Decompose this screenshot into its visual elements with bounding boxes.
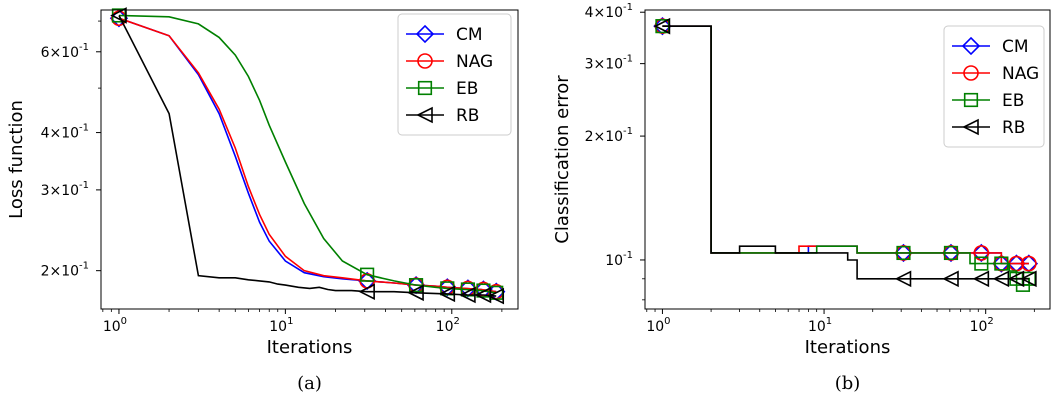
series-line-nag	[118, 17, 497, 293]
y-tick-label: 4×10-1	[41, 123, 89, 142]
y-tick-label: 3×10-1	[585, 54, 633, 73]
series-markers-rb	[110, 7, 505, 305]
legend-label-rb: RB	[456, 106, 479, 126]
panel-caption: (a)	[297, 373, 322, 394]
legend-entry-nag: NAG	[952, 64, 1039, 84]
legend-entry-cm: CM	[952, 36, 1029, 57]
x-axis-label: Iterations	[267, 337, 353, 358]
axes-frame	[644, 9, 1051, 310]
series-group	[109, 7, 506, 305]
legend-label-cm: CM	[456, 25, 483, 45]
legend-label-rb: RB	[1002, 118, 1025, 138]
marker-cm	[972, 243, 991, 263]
marker-cm	[894, 243, 913, 263]
marker-rb	[110, 7, 127, 24]
legend: CM NAG EB RB	[943, 25, 1045, 148]
y-axis-ticks: 2×10-1 3×10-1 4×10-1 6×10-1	[41, 42, 101, 280]
legend-marker-eb	[963, 92, 979, 108]
legend-label-eb: EB	[456, 79, 478, 99]
legend-box	[397, 13, 512, 136]
x-tick-label: 102	[436, 316, 460, 335]
legend-label-cm: CM	[1002, 37, 1029, 57]
chart-panel-a: 100 101 102 2×10-1 3×10-1 4×10-1 6×10-1 Iterati…	[6, 7, 519, 394]
x-axis-ticks: 100 101 102	[646, 309, 994, 335]
series-line-rb	[662, 25, 1029, 280]
legend-marker-nag	[963, 65, 979, 81]
legend-entry-rb: RB	[406, 106, 479, 126]
y-tick-label: 2×10-1	[41, 261, 89, 280]
legend-label-nag: NAG	[456, 52, 493, 72]
marker-rb	[653, 17, 671, 35]
y-axis-ticks: 10-1 2×10-1 3×10-1 4×10-1	[585, 2, 645, 269]
y-axis-label: Loss function	[6, 100, 27, 219]
x-tick-label: 102	[970, 316, 994, 335]
legend-entry-eb: EB	[952, 91, 1024, 111]
series-markers-rb	[653, 17, 1037, 288]
marker-cm	[941, 243, 961, 263]
legend: CM NAG EB RB	[397, 13, 512, 136]
marker-eb	[408, 278, 424, 293]
series-line-eb	[118, 14, 497, 294]
marker-cm	[653, 16, 672, 36]
x-tick-label: 101	[808, 316, 832, 335]
legend-marker-eb	[417, 80, 433, 96]
y-tick-label: 2×10-1	[585, 126, 633, 145]
legend-marker-cm	[961, 36, 981, 56]
chart-panel-b: 100 101 102 10-1 2×10-1 3×10-1 4×10-1 Iteration…	[552, 2, 1051, 394]
legend-label-eb: EB	[1002, 91, 1024, 111]
marker-rb	[972, 270, 990, 288]
marker-eb	[943, 245, 959, 261]
marker-eb	[974, 256, 989, 271]
marker-rb	[438, 285, 456, 303]
x-tick-label: 100	[646, 316, 670, 335]
series-line-rb	[118, 15, 497, 297]
marker-eb	[896, 245, 911, 261]
marker-rb	[487, 287, 505, 305]
y-tick-label: 10-1	[605, 250, 633, 269]
legend-entry-nag: NAG	[406, 52, 493, 72]
x-axis-label: Iterations	[805, 337, 891, 358]
y-tick-label: 3×10-1	[41, 180, 89, 199]
marker-eb	[360, 267, 375, 282]
marker-nag	[973, 245, 990, 261]
series-group	[653, 16, 1039, 292]
axes-frame	[100, 9, 519, 310]
marker-eb	[994, 256, 1009, 271]
legend-entry-rb: RB	[952, 118, 1025, 138]
marker-rb	[358, 283, 375, 300]
panel-caption: (b)	[835, 373, 861, 394]
y-axis-label: Classification error	[552, 75, 573, 244]
legend-marker-rb	[962, 118, 979, 136]
marker-rb	[894, 270, 912, 288]
y-tick-label: 4×10-1	[585, 2, 633, 21]
legend-entry-cm: CM	[406, 24, 483, 45]
x-tick-label: 101	[269, 316, 293, 335]
marker-cm	[992, 254, 1011, 273]
marker-rb	[1020, 270, 1037, 288]
x-axis-ticks: 100 101 102	[103, 309, 460, 335]
minor-ticks	[642, 278, 1035, 312]
y-tick-label: 6×10-1	[41, 42, 89, 61]
legend-box	[943, 25, 1045, 148]
marker-rb	[407, 284, 424, 302]
legend-label-nag: NAG	[1002, 64, 1039, 84]
marker-nag	[1021, 255, 1037, 272]
marker-rb	[942, 270, 959, 288]
legend-marker-nag	[417, 53, 433, 69]
x-tick-label: 100	[103, 316, 127, 335]
legend-marker-cm	[415, 24, 435, 44]
legend-marker-rb	[416, 106, 433, 124]
legend-entry-eb: EB	[406, 79, 478, 99]
